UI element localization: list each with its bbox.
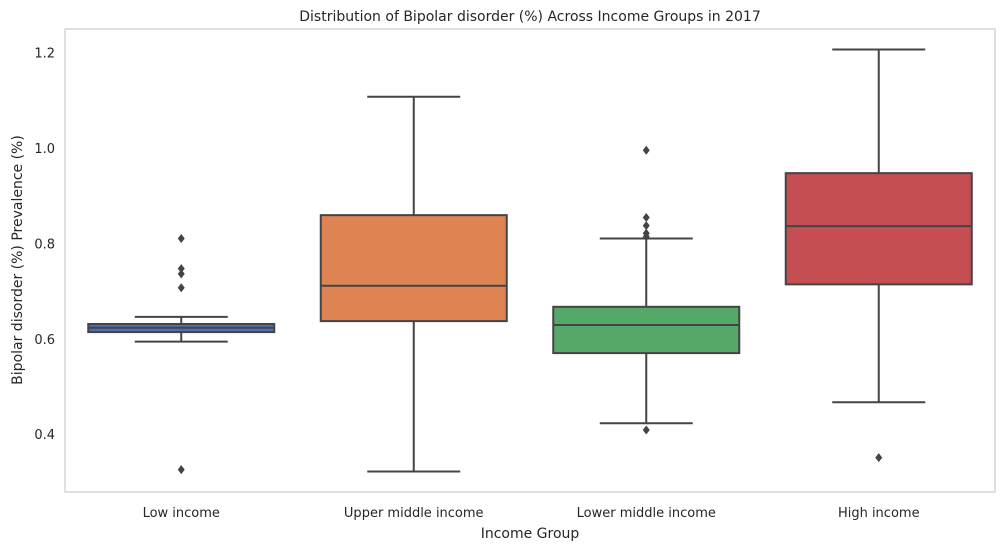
- box-group: [87, 234, 276, 475]
- y-tick-label: 0.6: [34, 333, 55, 348]
- outlier-point: [177, 283, 185, 293]
- y-axis: 0.4 0.6 0.8 1.0 1.2: [34, 46, 55, 443]
- y-tick-label: 0.8: [34, 237, 55, 252]
- x-axis-label: Income Group: [481, 526, 580, 542]
- outlier-point: [642, 145, 650, 155]
- box: [784, 172, 973, 286]
- outlier-point: [177, 465, 185, 475]
- outlier-point: [177, 234, 185, 244]
- x-tick-label: Lower middle income: [577, 506, 716, 521]
- x-tick-label: Upper middle income: [344, 506, 484, 521]
- outlier-point: [642, 232, 650, 242]
- outlier-point: [642, 213, 650, 223]
- box-plot-series: [87, 48, 973, 475]
- outlier-point: [177, 264, 185, 274]
- box: [552, 305, 741, 355]
- y-tick-label: 0.4: [34, 428, 55, 443]
- chart-title: Distribution of Bipolar disorder (%) Acr…: [299, 9, 760, 25]
- outlier-point: [177, 269, 185, 279]
- outlier-point: [875, 453, 883, 463]
- box-group: [319, 95, 508, 473]
- y-tick-label: 1.2: [34, 46, 55, 61]
- x-tick-label: High income: [838, 506, 920, 521]
- box-group: [552, 145, 741, 435]
- y-axis-label: Bipolar disorder (%) Prevalence (%): [10, 135, 26, 385]
- outlier-point: [642, 425, 650, 435]
- box: [319, 214, 508, 323]
- y-tick-label: 1.0: [34, 142, 55, 157]
- outlier-point: [642, 221, 650, 231]
- x-tick-label: Low income: [143, 506, 220, 521]
- x-axis: Low income Upper middle income Lower middl…: [143, 506, 920, 521]
- box-group: [784, 48, 973, 463]
